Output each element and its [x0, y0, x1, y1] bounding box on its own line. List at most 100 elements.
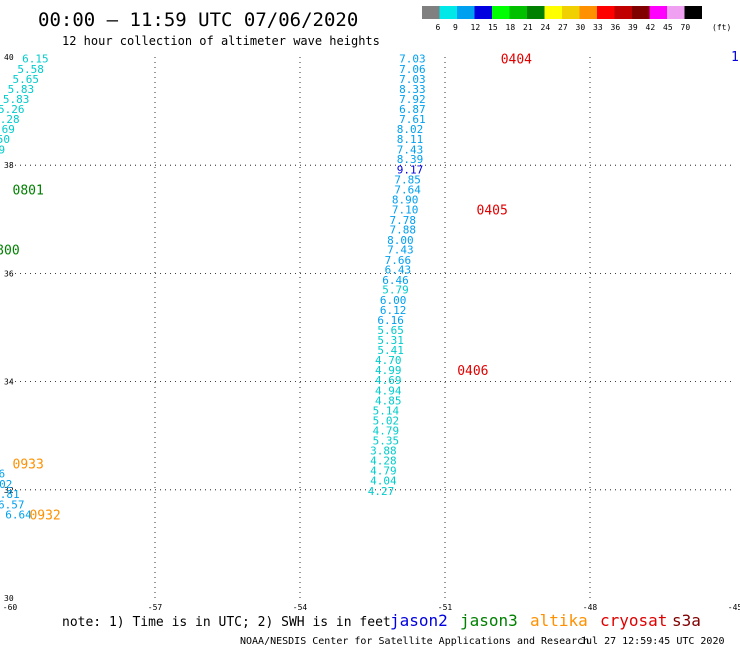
pass-time-label: 0405 [477, 204, 508, 219]
scale-label: 27 [558, 23, 568, 32]
wave-height-value: 8.33 [399, 83, 426, 96]
scale-swatch [509, 6, 527, 19]
wave-height-value: 8.39 [397, 153, 424, 166]
wave-height-value: 4.70 [375, 354, 402, 367]
scale-swatch [439, 6, 457, 19]
scale-label: 42 [646, 23, 656, 32]
wave-height-value: 6.64 [5, 509, 32, 522]
map-subtitle: 12 hour collection of altimeter wave hei… [62, 34, 380, 48]
wave-height-value: 6.87 [399, 103, 426, 116]
wave-height-value: 4.94 [375, 384, 402, 397]
scale-label: 18 [506, 23, 516, 32]
wave-height-value: 7.78 [390, 214, 417, 227]
credit-text: NOAA/NESDIS Center for Satellite Applica… [240, 636, 589, 647]
pass-time-label: 0933 [13, 457, 44, 472]
color-scale-legend: 6 9 12 15 18 21 24 27 30 33 36 39 42 45 70 [422, 6, 702, 32]
latitude-ticks: 40 38 36 34 32 30 [4, 53, 14, 603]
wave-height-value: 8.02 [397, 123, 424, 136]
wave-height-value: 7.66 [385, 254, 412, 267]
wave-height-value: 4.99 [375, 364, 402, 377]
scale-label: 39 [628, 23, 638, 32]
scale-swatch [614, 6, 632, 19]
scale-label: 12 [471, 23, 481, 32]
wave-height-value: 5.09 [0, 144, 5, 157]
pass-time-label: 0406 [457, 364, 488, 379]
mission-name: jason3 [460, 611, 518, 630]
wave-height-value: 6.57 [0, 498, 25, 511]
wave-height-value: 4.79 [370, 464, 397, 477]
scale-swatch [422, 6, 440, 19]
wave-height-value: 6.12 [380, 304, 407, 317]
scale-swatch [649, 6, 667, 19]
scale-label: 24 [541, 23, 551, 32]
wave-height-value: 5.02 [373, 415, 400, 428]
wave-height-value: 5.26 [0, 103, 25, 116]
wave-height-value: 8.90 [392, 193, 419, 206]
scale-label: 9 [453, 23, 458, 32]
scale-swatch [597, 6, 615, 19]
mission-name: cryosat [600, 611, 667, 630]
scale-swatch [562, 6, 580, 19]
longitude-tick-label: -60 [3, 603, 18, 612]
latitude-tick-label: 30 [4, 594, 14, 603]
longitude-tick-label: -57 [148, 603, 163, 612]
scale-swatch [457, 6, 475, 19]
scale-label: 45 [663, 23, 673, 32]
longitude-tick-label: -48 [583, 603, 598, 612]
mission-name: s3a [672, 611, 701, 630]
longitude-ticks: -60 -57 -54 -51 -48 -45 [3, 603, 740, 612]
wave-height-value: 7.03 [399, 53, 426, 66]
wave-height-value: 5.28 [0, 113, 20, 126]
wave-height-value: 7.03 [399, 73, 426, 86]
pass-time-label: 0800 [0, 244, 20, 259]
wave-height-value: 5.83 [8, 83, 35, 96]
scale-swatch [632, 6, 650, 19]
scale-label: 30 [576, 23, 586, 32]
wave-height-value: 5.14 [373, 404, 400, 417]
wave-height-value: 3.88 [370, 444, 397, 457]
wave-height-value: 7.85 [394, 173, 421, 186]
wave-height-value: 5.65 [377, 324, 404, 337]
timestamp-text: Jul 27 12:59:45 UTC 2020 [580, 636, 725, 647]
latitude-tick-label: 34 [4, 378, 14, 387]
mission-legend: jason2 jason3 altika cryosat s3a [390, 611, 701, 630]
wave-height-value: 5.69 [0, 123, 15, 136]
wave-height-value: 8.00 [387, 234, 414, 247]
wave-height-value: 5.58 [17, 63, 44, 76]
wave-height-value: 5.41 [377, 344, 404, 357]
pass-time-label: 0404 [501, 53, 532, 68]
mission-name: altika [530, 611, 588, 630]
wave-height-value: 6.81 [0, 488, 20, 501]
wave-height-value: 7.61 [399, 113, 426, 126]
wave-height-value: 7.43 [397, 144, 424, 157]
wave-height-value: 7.06 [399, 63, 426, 76]
scale-swatch [667, 6, 685, 19]
longitude-tick-label: -51 [438, 603, 453, 612]
wave-height-value: 4.04 [370, 475, 397, 488]
latitude-tick-label: 32 [4, 486, 14, 495]
scale-label: 6 [436, 23, 441, 32]
map-title: 00:00 – 11:59 UTC 07/06/2020 [38, 9, 358, 31]
footer-note: note: 1) Time is in UTC; 2) SWH is in fe… [62, 615, 391, 630]
wave-height-value: 7.10 [392, 204, 419, 217]
wave-height-value: 5.35 [373, 435, 400, 448]
edge-marker: 1( [731, 50, 740, 65]
wave-height-value: 5.83 [3, 93, 30, 106]
scale-label: 21 [523, 23, 533, 32]
wave-height-value: 5.79 [382, 284, 409, 297]
wave-height-value: 4.69 [375, 374, 402, 387]
latitude-tick-label: 36 [4, 269, 14, 278]
wave-height-value: 6.16 [377, 314, 404, 327]
latitude-tick-label: 38 [4, 161, 14, 170]
wave-height-value: 7.46 [0, 468, 5, 481]
map-grid [10, 57, 735, 598]
pass-time-labels: 0404 0801 0800 0405 0406 0933 0932 [0, 53, 532, 524]
scale-label: 15 [488, 23, 498, 32]
wave-height-value: 7.92 [399, 93, 426, 106]
scale-swatch [544, 6, 562, 19]
wave-height-value: 6.15 [22, 53, 49, 66]
scale-swatch [527, 6, 545, 19]
scale-swatch [684, 6, 702, 19]
scale-label: 70 [681, 23, 691, 32]
wave-height-value: 7.64 [394, 184, 421, 197]
